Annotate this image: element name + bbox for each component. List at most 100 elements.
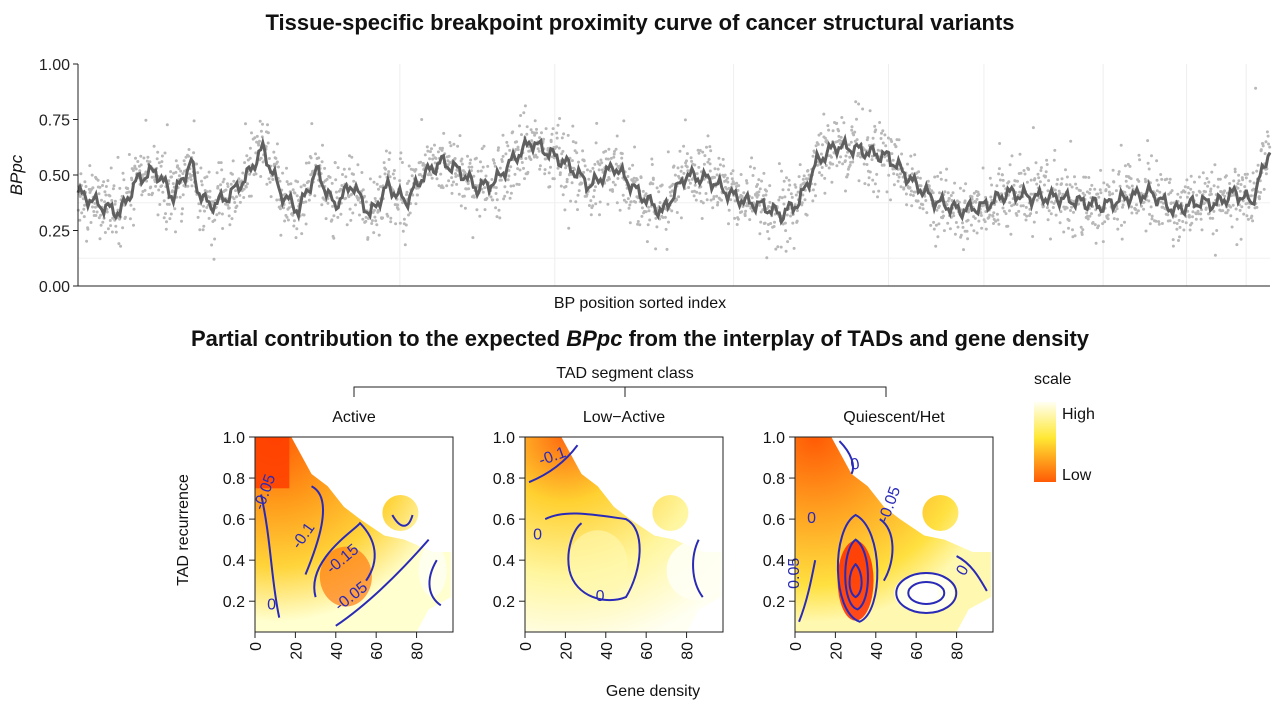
scatter-point (430, 147, 433, 151)
contour-label: 0 (533, 527, 542, 544)
scatter-point (386, 214, 390, 218)
scatter-point (433, 161, 437, 165)
scatter-point (480, 147, 484, 151)
y-tick-label: 0.6 (763, 512, 785, 529)
scatter-point (207, 170, 211, 174)
scatter-point (304, 200, 308, 204)
scatter-point (377, 187, 380, 191)
scatter-point (538, 164, 542, 168)
scatter-point (267, 177, 271, 181)
scatter-point (500, 160, 504, 163)
scatter-point (184, 185, 187, 188)
scatter-point (248, 156, 252, 160)
scatter-point (162, 216, 166, 220)
scatter-point (511, 130, 515, 134)
scatter-point (611, 180, 615, 184)
scatter-point (414, 168, 418, 171)
scatter-point (331, 204, 335, 208)
scatter-point (111, 187, 115, 191)
scatter-point (152, 144, 156, 148)
scatter-point (373, 215, 377, 219)
scatter-point (366, 236, 370, 240)
scatter-point (348, 207, 352, 211)
scatter-point (407, 213, 410, 217)
scatter-point (94, 214, 98, 217)
scatter-point (544, 127, 548, 131)
scatter-point (645, 240, 649, 244)
scatter-point (638, 223, 642, 227)
scatter-point (591, 204, 595, 208)
scatter-point (455, 182, 459, 186)
scatter-point (372, 231, 376, 235)
bottom-title-italic: BPpc (566, 326, 623, 351)
scatter-point (388, 151, 392, 155)
scatter-point (317, 156, 321, 160)
scatter-point (101, 184, 104, 187)
scatter-point (160, 160, 164, 164)
scatter-point (520, 133, 523, 137)
scatter-point (199, 166, 203, 170)
scatter-point (460, 157, 464, 161)
scatter-point (575, 151, 579, 155)
scatter-point (441, 186, 445, 190)
y-tick-label: 0.6 (493, 512, 515, 529)
scatter-point (520, 161, 524, 164)
x-tick-label: 40 (869, 642, 886, 660)
scatter-point (523, 177, 526, 181)
scatter-point (567, 226, 571, 230)
scatter-point (347, 167, 351, 171)
scatter-point (285, 180, 289, 184)
scatter-point (172, 171, 176, 175)
scatter-point (640, 206, 644, 210)
scatter-point (144, 170, 148, 174)
scatter-point (650, 157, 654, 161)
facet-title: TAD segment class (556, 365, 694, 382)
scatter-point (82, 207, 86, 211)
scatter-point (682, 144, 686, 148)
scatter-point (549, 140, 553, 144)
scatter-point (606, 157, 610, 161)
scatter-point (143, 188, 147, 192)
scatter-point (647, 205, 650, 209)
scatter-point (140, 193, 144, 197)
scatter-point (587, 204, 591, 207)
scatter-point (552, 177, 556, 181)
scatter-point (258, 119, 262, 123)
scatter-point (164, 227, 168, 231)
scatter-point (86, 227, 90, 231)
scatter-point (229, 182, 233, 186)
scatter-point (415, 193, 419, 197)
scatter-point (518, 124, 521, 128)
scatter-point (268, 180, 272, 184)
scatter-point (350, 155, 354, 159)
scatter-point (533, 119, 537, 123)
scatter-point (396, 207, 400, 211)
scatter-point (173, 207, 177, 211)
scatter-point (99, 213, 103, 217)
scatter-point (336, 215, 340, 219)
scatter-point (543, 172, 547, 176)
scatter-point (666, 150, 670, 154)
x-tick-label: 40 (599, 642, 616, 660)
scatter-point (259, 156, 263, 160)
scatter-point (654, 247, 658, 251)
scatter-point (687, 178, 691, 182)
scatter-point (339, 212, 343, 216)
scatter-point (501, 133, 505, 137)
scatter-point (506, 178, 510, 182)
scatter-point (384, 167, 388, 171)
scatter-point (471, 236, 475, 240)
scatter-point (445, 184, 449, 188)
scatter-point (600, 168, 604, 172)
scatter-point (132, 223, 135, 227)
scatter-point (169, 212, 173, 216)
scatter-point (332, 236, 336, 240)
scatter-point (295, 227, 299, 231)
scatter-point (304, 161, 308, 165)
scatter-point (437, 184, 441, 188)
scatter-point (435, 177, 439, 181)
scatter-point (97, 216, 101, 220)
scatter-point (304, 222, 308, 226)
